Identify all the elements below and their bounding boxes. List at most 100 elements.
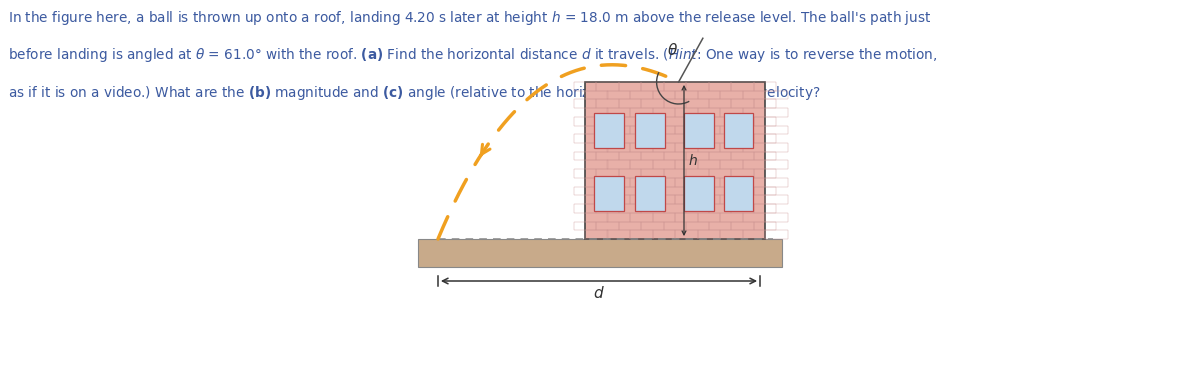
Bar: [754, 204, 776, 213]
Bar: [709, 117, 731, 126]
Bar: [709, 222, 731, 230]
Bar: [754, 169, 776, 178]
Bar: [720, 213, 743, 222]
Bar: [586, 91, 607, 100]
Bar: [686, 100, 709, 108]
Bar: [574, 169, 596, 178]
Bar: [619, 82, 641, 91]
Bar: [607, 161, 630, 169]
Bar: [574, 100, 596, 108]
Bar: [586, 82, 766, 239]
Bar: [731, 169, 754, 178]
Bar: [754, 100, 776, 108]
Bar: [574, 82, 596, 91]
Bar: [630, 213, 653, 222]
Bar: [619, 117, 641, 126]
Bar: [766, 126, 787, 134]
Bar: [684, 176, 714, 211]
Bar: [743, 230, 766, 239]
Bar: [709, 204, 731, 213]
Bar: [754, 187, 776, 195]
Bar: [754, 134, 776, 143]
Bar: [586, 126, 607, 134]
Bar: [731, 134, 754, 143]
Bar: [720, 230, 743, 239]
Text: $\mathit{d}$: $\mathit{d}$: [593, 285, 605, 301]
Bar: [619, 134, 641, 143]
Bar: [664, 222, 686, 230]
Bar: [674, 91, 697, 100]
Bar: [596, 222, 619, 230]
Bar: [720, 108, 743, 117]
Bar: [636, 113, 665, 148]
Bar: [641, 169, 664, 178]
Bar: [686, 117, 709, 126]
Bar: [586, 213, 607, 222]
Bar: [594, 176, 624, 211]
Bar: [664, 100, 686, 108]
Bar: [586, 108, 607, 117]
Bar: [630, 178, 653, 187]
Bar: [709, 82, 731, 91]
Bar: [674, 143, 697, 152]
Bar: [619, 169, 641, 178]
Bar: [754, 222, 776, 230]
Bar: [697, 161, 720, 169]
Bar: [664, 187, 686, 195]
Bar: [653, 230, 674, 239]
Bar: [709, 100, 731, 108]
Text: θ: θ: [667, 43, 677, 58]
Bar: [586, 195, 607, 204]
Bar: [674, 126, 697, 134]
Bar: [664, 117, 686, 126]
Bar: [674, 213, 697, 222]
Bar: [674, 195, 697, 204]
Bar: [630, 195, 653, 204]
Bar: [596, 117, 619, 126]
Bar: [766, 108, 787, 117]
Bar: [731, 187, 754, 195]
Bar: [586, 230, 607, 239]
Bar: [586, 143, 607, 152]
Bar: [619, 152, 641, 161]
Bar: [720, 91, 743, 100]
Bar: [574, 134, 596, 143]
Bar: [636, 176, 665, 211]
Bar: [596, 169, 619, 178]
Bar: [766, 213, 787, 222]
Bar: [653, 143, 674, 152]
Bar: [743, 91, 766, 100]
Bar: [574, 222, 596, 230]
Bar: [686, 152, 709, 161]
Bar: [664, 204, 686, 213]
Bar: [630, 108, 653, 117]
Bar: [653, 126, 674, 134]
Bar: [754, 152, 776, 161]
Bar: [724, 113, 754, 148]
Text: as if it is on a video.) What are the $\mathbf{(b)}$ magnitude and $\mathbf{(c)}: as if it is on a video.) What are the $\…: [8, 84, 821, 102]
Bar: [743, 195, 766, 204]
Bar: [731, 117, 754, 126]
Bar: [574, 117, 596, 126]
Bar: [743, 143, 766, 152]
Bar: [607, 108, 630, 117]
Bar: [720, 161, 743, 169]
Bar: [766, 143, 787, 152]
Bar: [686, 204, 709, 213]
Bar: [664, 134, 686, 143]
Bar: [743, 213, 766, 222]
Bar: [697, 178, 720, 187]
Bar: [596, 187, 619, 195]
Bar: [724, 176, 754, 211]
Bar: [731, 100, 754, 108]
Bar: [697, 108, 720, 117]
Bar: [596, 152, 619, 161]
Bar: [594, 113, 624, 148]
Bar: [630, 91, 653, 100]
Bar: [731, 204, 754, 213]
Bar: [574, 187, 596, 195]
Bar: [596, 82, 619, 91]
Bar: [574, 152, 596, 161]
Bar: [641, 117, 664, 126]
Bar: [743, 126, 766, 134]
